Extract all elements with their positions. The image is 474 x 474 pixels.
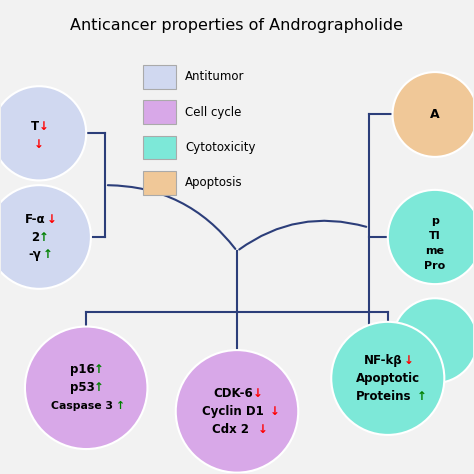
- Text: ↑: ↑: [94, 364, 104, 376]
- Text: 2: 2: [31, 230, 39, 244]
- Text: Antitumor: Antitumor: [185, 70, 245, 83]
- Circle shape: [392, 72, 474, 157]
- Text: ↓: ↓: [47, 213, 56, 226]
- Text: p53: p53: [70, 381, 94, 394]
- Text: ↑: ↑: [43, 248, 53, 261]
- Text: ↑: ↑: [94, 381, 104, 394]
- Text: ↓: ↓: [34, 137, 44, 151]
- Text: Cdx 2: Cdx 2: [212, 423, 254, 436]
- Text: TI: TI: [429, 230, 441, 241]
- Circle shape: [176, 350, 298, 473]
- Text: ↑: ↑: [117, 401, 126, 410]
- FancyBboxPatch shape: [143, 65, 176, 89]
- Circle shape: [392, 298, 474, 383]
- Circle shape: [0, 185, 91, 289]
- Circle shape: [388, 190, 474, 284]
- Text: ↓: ↓: [253, 387, 263, 400]
- Text: ↓: ↓: [257, 423, 267, 436]
- Text: ↓: ↓: [270, 405, 280, 418]
- Circle shape: [0, 86, 86, 181]
- Text: Apoptotic: Apoptotic: [356, 372, 420, 385]
- Text: Cell cycle: Cell cycle: [185, 106, 242, 118]
- FancyBboxPatch shape: [143, 136, 176, 159]
- FancyBboxPatch shape: [143, 100, 176, 124]
- Text: Apoptosis: Apoptosis: [185, 176, 243, 189]
- Text: me: me: [425, 246, 445, 255]
- Text: ↑: ↑: [38, 230, 48, 244]
- Text: NF-kβ: NF-kβ: [365, 354, 403, 367]
- Text: F-α: F-α: [25, 213, 45, 226]
- Text: p16: p16: [70, 364, 94, 376]
- Text: -γ: -γ: [28, 248, 41, 261]
- Text: Cyclin D1: Cyclin D1: [202, 405, 264, 418]
- Circle shape: [25, 327, 147, 449]
- Text: Pro: Pro: [424, 261, 446, 271]
- Text: CDK-6: CDK-6: [213, 387, 253, 400]
- Text: ↓: ↓: [404, 354, 414, 367]
- Text: A: A: [430, 108, 440, 121]
- Text: ↑: ↑: [417, 390, 427, 403]
- Text: T: T: [31, 120, 39, 133]
- Text: Caspase 3: Caspase 3: [51, 401, 113, 410]
- Text: p: p: [431, 216, 439, 226]
- Text: Proteins: Proteins: [356, 390, 411, 403]
- Circle shape: [331, 322, 444, 435]
- Text: Cytotoxicity: Cytotoxicity: [185, 141, 255, 154]
- FancyBboxPatch shape: [143, 171, 176, 195]
- Text: Anticancer properties of Andrographolide: Anticancer properties of Andrographolide: [71, 18, 403, 33]
- Text: ↓: ↓: [38, 120, 48, 133]
